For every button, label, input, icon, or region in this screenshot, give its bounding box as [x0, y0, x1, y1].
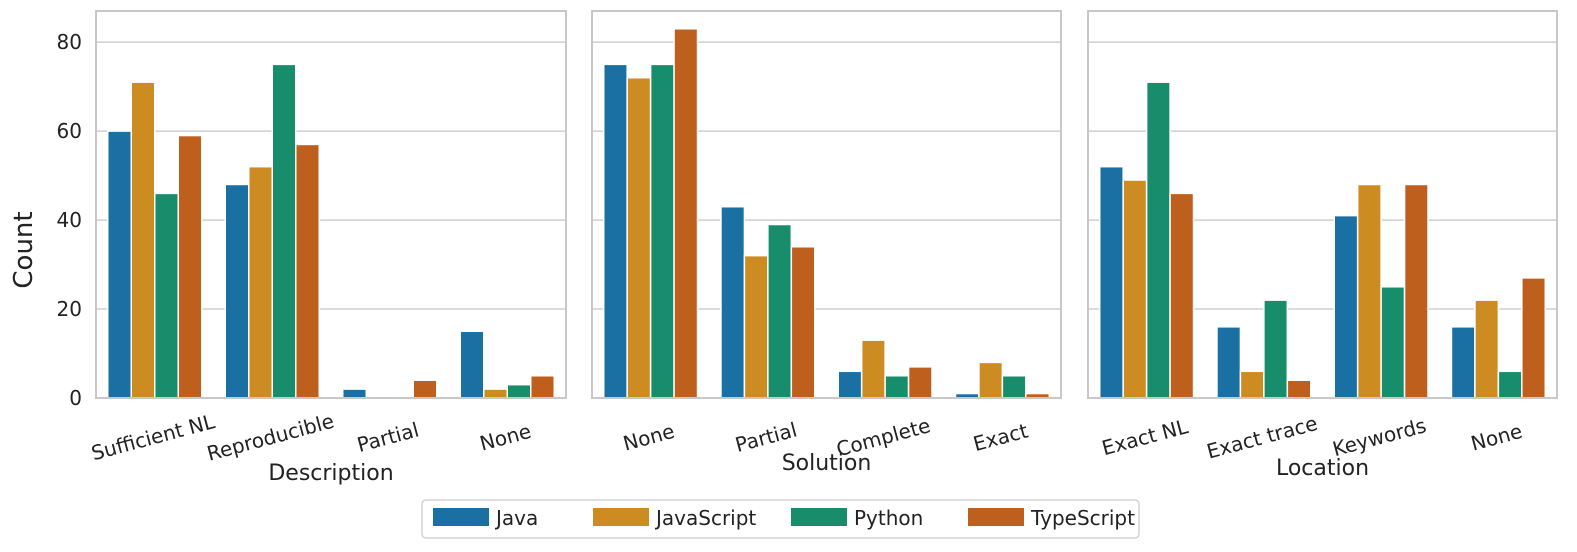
- bar-solution-complete-javascript: [860, 339, 886, 399]
- panel-frame-description: [95, 10, 567, 399]
- bar-description-reproducible-python: [271, 63, 297, 399]
- x-tick-label-location-keywords: Keywords: [1330, 413, 1429, 461]
- bar-location-exact-nl-java: [1098, 165, 1124, 399]
- bar-description-sufficient-nl-java: [107, 130, 132, 399]
- y-tick-label-0: 0: [69, 386, 82, 410]
- bar-solution-partial-javascript: [743, 254, 769, 399]
- legend-swatch-java: [433, 508, 489, 526]
- y-tick-label-80: 80: [57, 30, 82, 54]
- bar-location-exact-trace-java: [1216, 326, 1242, 399]
- legend-swatch-javascript: [593, 508, 649, 526]
- bar-solution-exact-python: [1001, 375, 1027, 399]
- bar-solution-complete-java: [837, 370, 863, 399]
- x-tick-label-solution-exact: Exact: [971, 418, 1031, 456]
- bar-solution-partial-java: [720, 205, 746, 399]
- bar-location-none-typescript: [1521, 277, 1547, 399]
- bar-location-exact-trace-javascript: [1239, 370, 1265, 399]
- x-tick-label-description-none: None: [477, 419, 534, 456]
- bar-description-none-javascript: [483, 388, 508, 399]
- x-tick-label-description-sufficient-nl: Sufficient NL: [89, 409, 218, 465]
- bar-solution-none-java: [602, 63, 628, 399]
- bar-location-exact-trace-python: [1263, 299, 1289, 399]
- legend-swatch-python: [791, 508, 847, 526]
- bar-location-exact-trace-typescript: [1286, 379, 1312, 399]
- bar-location-keywords-javascript: [1356, 183, 1382, 399]
- bar-location-keywords-typescript: [1403, 183, 1429, 399]
- x-axis-label-solution: Solution: [782, 451, 872, 476]
- bar-description-reproducible-javascript: [248, 165, 273, 399]
- bar-description-none-typescript: [530, 375, 555, 399]
- bar-location-exact-nl-typescript: [1169, 192, 1195, 399]
- panel-frame-location: [1087, 10, 1558, 399]
- bar-description-sufficient-nl-python: [154, 192, 179, 399]
- y-axis-label: Count: [9, 211, 39, 288]
- bar-description-none-java: [459, 330, 485, 399]
- bar-location-exact-nl-python: [1145, 81, 1171, 399]
- y-tick-label-20: 20: [57, 297, 82, 321]
- panel-frame-solution: [591, 10, 1062, 399]
- y-tick-label-60: 60: [57, 119, 82, 143]
- bar-solution-complete-typescript: [907, 366, 933, 399]
- bar-description-sufficient-nl-javascript: [130, 81, 156, 399]
- bar-description-partial-java: [342, 388, 367, 399]
- bar-description-none-python: [506, 383, 532, 399]
- x-axis-label-description: Description: [268, 461, 393, 486]
- bar-location-none-python: [1497, 370, 1523, 399]
- bar-solution-partial-typescript: [790, 246, 816, 399]
- bar-solution-none-python: [649, 63, 675, 399]
- x-tick-label-solution-none: None: [621, 419, 678, 456]
- bar-solution-exact-javascript: [978, 361, 1004, 399]
- bar-location-keywords-python: [1380, 286, 1406, 399]
- bar-location-none-java: [1450, 326, 1476, 399]
- bar-location-exact-nl-javascript: [1122, 179, 1148, 399]
- x-axis-label-location: Location: [1276, 456, 1369, 481]
- y-tick-label-40: 40: [57, 208, 82, 232]
- bar-description-sufficient-nl-typescript: [177, 134, 203, 399]
- bar-solution-none-javascript: [626, 76, 652, 399]
- legend-label-typescript: TypeScript: [1030, 506, 1135, 530]
- legend-label-python: Python: [854, 506, 923, 530]
- x-tick-label-location-exact-nl: Exact NL: [1099, 414, 1191, 460]
- x-tick-label-description-partial: Partial: [354, 418, 421, 457]
- legend-label-javascript: JavaScript: [654, 506, 756, 530]
- x-tick-label-location-none: None: [1468, 419, 1525, 456]
- bar-description-reproducible-java: [224, 183, 250, 399]
- bar-solution-complete-python: [884, 375, 910, 399]
- bar-description-reproducible-typescript: [295, 143, 320, 399]
- bar-location-none-javascript: [1474, 299, 1500, 399]
- bar-solution-partial-python: [767, 223, 793, 399]
- x-tick-label-description-reproducible: Reproducible: [204, 409, 336, 466]
- bar-solution-none-typescript: [673, 28, 699, 399]
- legend: Java JavaScript Python TypeScript: [421, 499, 1140, 539]
- legend-label-java: Java: [494, 506, 538, 530]
- bar-description-partial-typescript: [412, 379, 438, 399]
- legend-swatch-typescript: [968, 508, 1024, 526]
- bar-location-keywords-java: [1333, 214, 1359, 399]
